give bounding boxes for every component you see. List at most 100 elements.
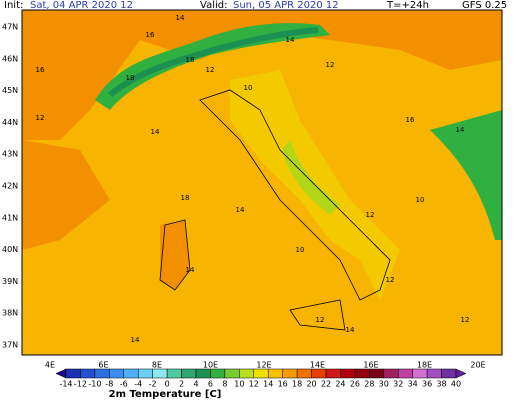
point-value: 14 (236, 206, 245, 214)
longitude-label: 12E (256, 361, 271, 370)
point-value: 16 (406, 116, 415, 124)
map-frame (21, 9, 503, 356)
colorbar-bin (109, 368, 125, 379)
point-value: 18 (126, 74, 135, 82)
point-value: 12 (326, 61, 335, 69)
point-value: 12 (316, 316, 325, 324)
colorbar-bin (239, 368, 255, 379)
longitude-label: 18E (417, 361, 432, 370)
latitude-label: 47N (2, 23, 18, 32)
latitude-label: 41N (2, 213, 18, 222)
colorbar-tick-label: -8 (105, 380, 113, 389)
colorbar-bin (369, 368, 385, 379)
colorbar-tick-label: 12 (249, 380, 259, 389)
point-value: 10 (244, 84, 253, 92)
colorbar-tick-label: 24 (335, 380, 345, 389)
colorbar-bin (152, 368, 168, 379)
lead-time: T=+24h (386, 0, 429, 11)
colorbar-bin (296, 368, 312, 379)
colorbar-bin (65, 368, 81, 379)
point-value: 18 (186, 56, 195, 64)
colorbar-title: 2m Temperature [C] (109, 389, 222, 400)
colorbar-tick-label: 14 (263, 380, 273, 389)
valid-label: Valid: (200, 0, 227, 11)
colorbar-tick-label: 16 (278, 380, 288, 389)
colorbar-tick-label: 6 (208, 380, 213, 389)
model-name: GFS 0.25 (462, 0, 507, 11)
point-value: 14 (456, 126, 465, 134)
colorbar-end (455, 368, 467, 379)
colorbar-tick-label: 20 (306, 380, 316, 389)
colorbar-bin (282, 368, 298, 379)
longitude-label: 10E (203, 361, 218, 370)
point-value: 12 (366, 211, 375, 219)
point-value: 12 (386, 276, 395, 284)
colorbar-tick-label: -2 (149, 380, 157, 389)
point-value: 14 (346, 326, 355, 334)
point-value: 16 (146, 31, 155, 39)
colorbar-tick-label: 30 (379, 380, 389, 389)
colorbar-bin (311, 368, 327, 379)
colorbar-bin (354, 368, 370, 379)
point-value: 14 (186, 266, 195, 274)
coastline (159, 89, 391, 331)
latitude-label: 43N (2, 150, 18, 159)
colorbar-tick-label: 10 (234, 380, 244, 389)
colorbar-tick-label: -14 (59, 380, 72, 389)
point-value: 18 (181, 194, 190, 202)
valid-date: Sun, 05 APR 2020 12 (233, 0, 339, 11)
colorbar-tick-label: 34 (408, 380, 418, 389)
colorbar-tick-label: 26 (350, 380, 360, 389)
colorbar-bin (80, 368, 96, 379)
colorbar-bin (195, 368, 211, 379)
colorbar-bin (94, 368, 110, 379)
colorbar-tick-label: 18 (292, 380, 302, 389)
colorbar-tick-label: 32 (393, 380, 403, 389)
colorbar-tick-label: 38 (436, 380, 446, 389)
colorbar-bin (267, 368, 283, 379)
longitude-label: 8E (152, 361, 162, 370)
colorbar-bin (253, 368, 269, 379)
point-value: 14 (176, 14, 185, 22)
latitude-label: 44N (2, 118, 18, 127)
land-warm (22, 10, 502, 140)
longitude-label: 6E (98, 361, 108, 370)
longitude-label: 16E (363, 361, 378, 370)
latitude-label: 45N (2, 86, 18, 95)
colorbar-bin (383, 368, 399, 379)
latitude-label: 37N (2, 341, 18, 350)
colorbar-bin (340, 368, 356, 379)
colorbar-bin (210, 368, 226, 379)
point-value: 10 (416, 196, 425, 204)
latitude-label: 39N (2, 277, 18, 286)
init-label: Init: (4, 0, 23, 11)
balkans (430, 110, 502, 240)
colorbar-tick-label: 36 (422, 380, 432, 389)
colorbar-end (55, 368, 67, 379)
longitude-label: 4E (45, 361, 55, 370)
latitude-label: 46N (2, 54, 18, 63)
colorbar-tick-label: 40 (451, 380, 461, 389)
init-date: Sat, 04 APR 2020 12 (30, 0, 133, 11)
point-value: 12 (206, 66, 215, 74)
point-value: 14 (151, 128, 160, 136)
colorbar-bin (224, 368, 240, 379)
colorbar-bin (325, 368, 341, 379)
alps-core (108, 27, 319, 98)
colorbar-bin (166, 368, 182, 379)
colorbar-tick-label: 28 (364, 380, 374, 389)
colorbar-tick-label: 8 (222, 380, 227, 389)
sardinia (160, 220, 190, 290)
colorbar-bin (181, 368, 197, 379)
colorbar-bin (426, 368, 442, 379)
colorbar-tick-label: -10 (88, 380, 101, 389)
land-warm (22, 140, 110, 250)
longitude-label: 14E (310, 361, 325, 370)
colorbar-bin (123, 368, 139, 379)
longitude-label: 20E (470, 361, 485, 370)
colorbar-bin (137, 368, 153, 379)
point-value: 12 (461, 316, 470, 324)
colorbar-tick-label: -12 (74, 380, 87, 389)
colorbar-bin (441, 368, 457, 379)
